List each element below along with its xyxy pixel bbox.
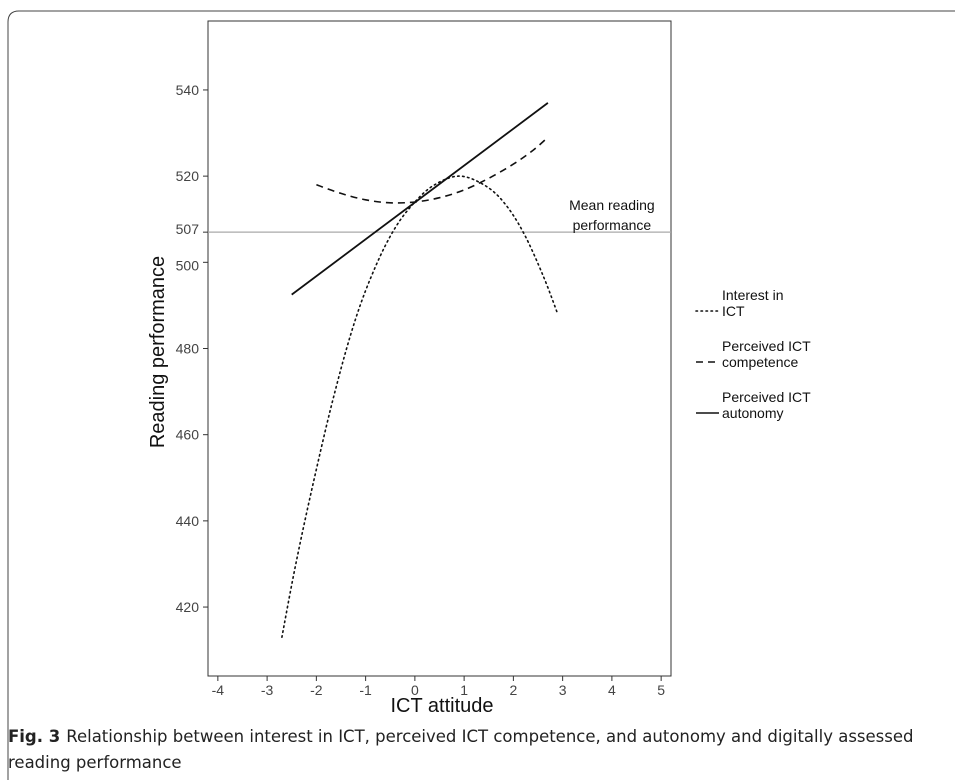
chart: Mean reading performance -4 -3 -2 -1 0 1 2 3 4 5 … (147, 20, 811, 717)
x-tick-label: 1 (460, 682, 468, 698)
legend-label-line-2: autonomy (722, 405, 783, 421)
x-tick-label: -2 (310, 682, 323, 698)
x-tick-label: 4 (608, 682, 616, 698)
y-tick-label: 540 (176, 82, 200, 98)
reference-label-line-2: performance (573, 217, 652, 233)
series-line-solid (291, 102, 549, 296)
series-lines (281, 102, 559, 638)
legend-label-line-2: competence (722, 354, 798, 370)
x-axis-label: ICT attitude (390, 695, 493, 717)
legend-label-line-2: ICT (722, 303, 745, 319)
y-tick-label: 507 (176, 221, 200, 237)
y-tick-label: 440 (176, 513, 200, 529)
x-tick-label: 0 (411, 682, 419, 698)
y-tick-label: 460 (176, 427, 200, 443)
y-tick-label: 520 (176, 168, 200, 184)
legend-label-line-1: Perceived ICT (722, 338, 811, 354)
caption-label: Fig. 3 (8, 727, 61, 746)
reference-line-group: Mean reading performance (208, 197, 671, 233)
plot-panel (207, 20, 672, 677)
x-tick-label: 5 (657, 682, 665, 698)
series-line-dotted (281, 175, 559, 638)
x-tick-label: -3 (261, 682, 274, 698)
y-tick-label: 500 (176, 257, 200, 273)
y-tick-label: 420 (176, 599, 200, 615)
x-tick-label: -1 (359, 682, 372, 698)
caption-text: Relationship between interest in ICT, pe… (8, 727, 914, 772)
legend-label-line-1: Interest in (722, 287, 783, 303)
y-tick-label: 480 (176, 341, 200, 357)
figure-caption: Fig. 3 Relationship between interest in I… (8, 724, 948, 776)
y-axis-label: Reading performance (147, 256, 169, 448)
y-axis-ticks: 420 440 460 480 500 507 520 540 (176, 82, 208, 615)
figure-border (7, 10, 955, 780)
reference-label-line-1: Mean reading (569, 197, 655, 213)
legend-label-line-1: Perceived ICT (722, 389, 811, 405)
x-tick-label: 2 (509, 682, 517, 698)
x-tick-label: -4 (212, 682, 225, 698)
x-tick-label: 3 (559, 682, 567, 698)
x-axis-ticks: -4 -3 -2 -1 0 1 2 3 4 5 (212, 676, 665, 698)
series-line-dashed (316, 136, 549, 204)
